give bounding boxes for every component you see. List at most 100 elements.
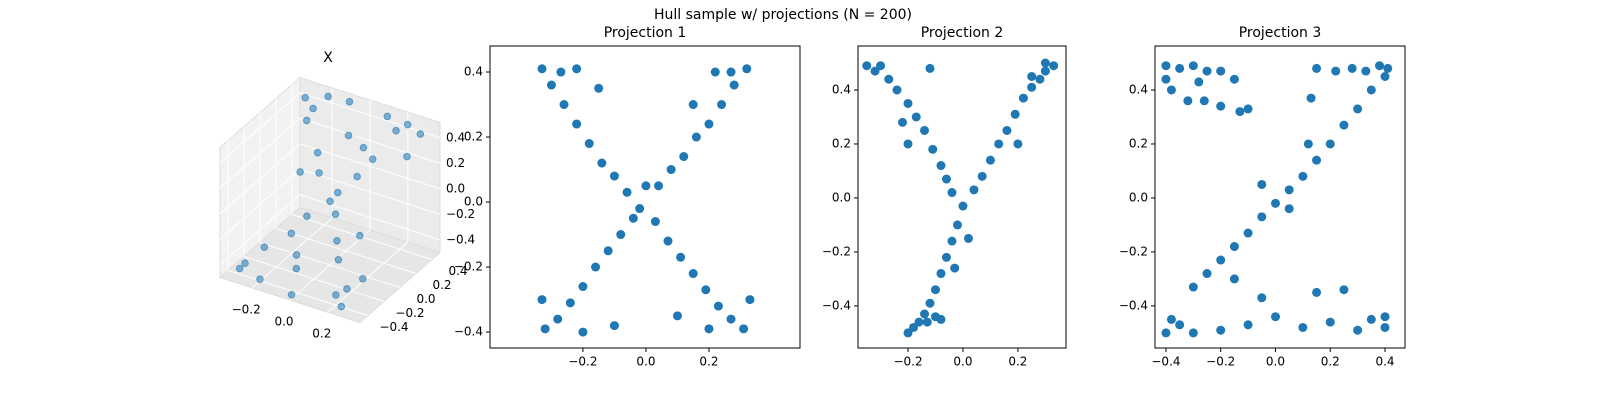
- point: [701, 285, 711, 295]
- point: [903, 328, 913, 338]
- point: [594, 83, 604, 93]
- point: [729, 80, 739, 90]
- point: [584, 139, 594, 149]
- point: [403, 120, 412, 129]
- point: [1175, 63, 1185, 73]
- point: [1166, 85, 1176, 95]
- x-tick-label: 0.2: [699, 355, 718, 369]
- y-tick-label: 0.2: [432, 278, 451, 292]
- y-tick-label: 0.0: [416, 292, 435, 306]
- point: [358, 274, 367, 283]
- x-tick-label: 0.0: [636, 355, 655, 369]
- y-tick-label: 0.4: [464, 65, 483, 79]
- point: [1353, 104, 1363, 114]
- point: [1284, 185, 1294, 195]
- point: [870, 66, 880, 76]
- point: [578, 282, 588, 292]
- figure-title: Hull sample w/ projections (N = 200): [654, 7, 912, 23]
- point: [556, 67, 566, 77]
- point: [1270, 198, 1280, 208]
- grid-line: [219, 194, 301, 266]
- point: [941, 252, 951, 262]
- point: [1166, 314, 1176, 324]
- y-tick-label: 0.0: [832, 190, 851, 204]
- point: [742, 64, 752, 74]
- y-tick-label: 0.2: [464, 130, 483, 144]
- point: [1235, 107, 1245, 117]
- point: [1188, 328, 1198, 338]
- point: [1361, 66, 1371, 76]
- point: [950, 263, 960, 273]
- point: [241, 259, 249, 268]
- x-tick-label: 0.2: [1321, 355, 1340, 369]
- point: [368, 155, 377, 164]
- point: [936, 269, 946, 279]
- x-tick-label: −0.2: [1206, 355, 1235, 369]
- y-tick-label: −0.4: [454, 325, 483, 339]
- point: [1257, 212, 1267, 222]
- point: [958, 201, 968, 211]
- y-tick-label: −0.4: [1119, 298, 1148, 312]
- axes-frame: [489, 45, 801, 349]
- point: [1339, 120, 1349, 130]
- y-tick-label: −0.2: [454, 260, 483, 274]
- point: [313, 148, 322, 157]
- point: [903, 139, 913, 149]
- point: [572, 64, 582, 74]
- grid-line: [219, 117, 301, 189]
- y-tick-label: 0.2: [832, 136, 851, 150]
- point: [739, 324, 749, 334]
- point: [1161, 74, 1171, 84]
- point: [1229, 274, 1239, 284]
- point: [1049, 61, 1059, 71]
- x-tick-label: 0.4: [1375, 355, 1394, 369]
- point: [315, 169, 323, 177]
- point: [1243, 228, 1253, 238]
- x-tick-label: 0.0: [1266, 355, 1285, 369]
- point: [1194, 77, 1204, 87]
- point: [1216, 325, 1226, 335]
- point: [1199, 96, 1209, 106]
- point: [862, 61, 872, 71]
- z-tick-label: 0.4: [446, 130, 465, 144]
- point: [292, 251, 301, 259]
- point: [672, 311, 682, 321]
- point: [928, 144, 938, 154]
- point: [260, 243, 269, 251]
- point: [302, 116, 311, 125]
- x-tick-label: −0.2: [568, 355, 597, 369]
- grid-line: [243, 256, 385, 302]
- point: [572, 119, 582, 129]
- point: [334, 255, 343, 264]
- point: [947, 236, 957, 246]
- point: [635, 204, 645, 214]
- point: [947, 188, 957, 198]
- point: [256, 275, 264, 283]
- x-tick-label: 0.2: [1008, 355, 1027, 369]
- point: [287, 229, 296, 238]
- point: [1298, 322, 1308, 332]
- point: [326, 197, 334, 206]
- point: [1339, 285, 1349, 295]
- point: [324, 92, 332, 101]
- point: [616, 230, 626, 240]
- point: [691, 132, 701, 142]
- point: [1040, 66, 1050, 76]
- z-tick-label: −0.2: [446, 207, 475, 221]
- point: [1380, 312, 1390, 322]
- point: [1002, 125, 1012, 135]
- point: [1216, 101, 1226, 111]
- y-tick-label: 0.2: [1129, 136, 1148, 150]
- point: [952, 220, 962, 230]
- point: [936, 161, 946, 171]
- point: [1298, 171, 1308, 181]
- point: [641, 181, 651, 191]
- point: [969, 185, 979, 195]
- grid-line: [299, 168, 441, 215]
- point: [1257, 293, 1267, 303]
- point: [650, 217, 660, 227]
- point: [1216, 255, 1226, 265]
- point: [941, 174, 951, 184]
- point: [303, 212, 311, 220]
